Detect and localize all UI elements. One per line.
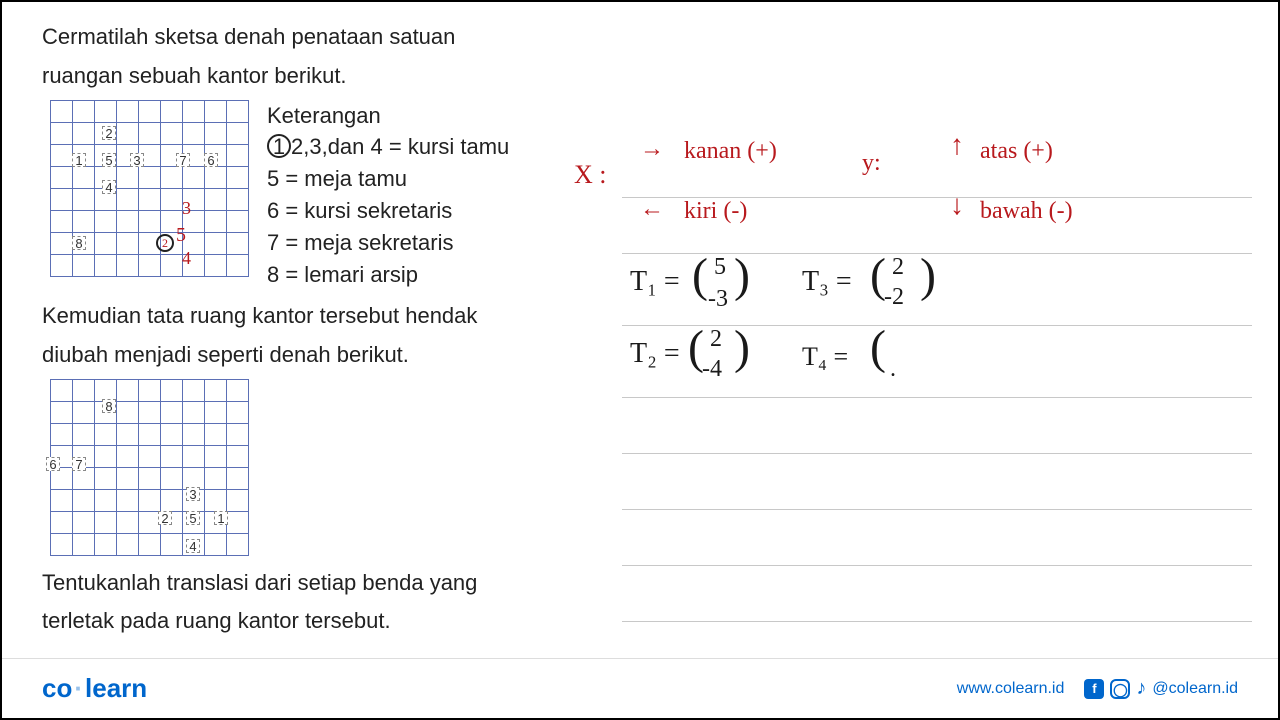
- footer-url[interactable]: www.colearn.id: [957, 680, 1065, 698]
- grid-label-8: 8: [72, 236, 86, 250]
- grid-label-3: 3: [130, 153, 144, 167]
- logo-learn: learn: [85, 673, 147, 703]
- paren-r-1: ): [734, 248, 750, 303]
- grid-label-1: 1: [72, 153, 86, 167]
- instagram-icon[interactable]: ◯: [1110, 679, 1130, 699]
- problem-end-2: terletak pada ruang kantor tersebut.: [42, 606, 582, 637]
- logo-co: co: [42, 673, 72, 703]
- hw-t1: T₁ =: [630, 266, 680, 298]
- grid-label-1: 1: [214, 511, 228, 525]
- hw-kiri: kiri (-): [684, 198, 747, 225]
- arrow-down-icon: ↓: [950, 190, 964, 222]
- grid-label-7: 7: [72, 457, 86, 471]
- hw-atas: atas (+): [980, 138, 1053, 165]
- paren-l-4: (: [870, 320, 886, 375]
- ket1: 2,3,dan 4 = kursi tamu: [291, 134, 509, 159]
- keterangan-title: Keterangan: [267, 100, 509, 132]
- grid-label-2: 2: [158, 511, 172, 525]
- hw-t2: T₂ =: [630, 338, 680, 370]
- grid-label-2: 2: [102, 126, 116, 140]
- facebook-icon[interactable]: f: [1084, 679, 1104, 699]
- problem-intro-1: Cermatilah sketsa denah penataan satuan: [42, 22, 582, 53]
- arrow-right-icon: →: [640, 136, 664, 163]
- hw-t3-top: 2: [892, 254, 904, 281]
- paren-r-2: ): [734, 320, 750, 375]
- grid-label-7: 7: [176, 153, 190, 167]
- hw-t1-top: 5: [714, 254, 726, 281]
- hw-t3: T₃ =: [802, 266, 852, 298]
- grid-label-5: 5: [102, 153, 116, 167]
- dot: .: [890, 356, 896, 383]
- ket4: 7 = meja sekretaris: [267, 227, 509, 259]
- ket3: 6 = kursi sekretaris: [267, 195, 509, 227]
- hw-bawah: bawah (-): [980, 198, 1073, 225]
- red-ann-3: 3: [182, 198, 191, 219]
- paren-l-1: (: [692, 248, 708, 303]
- grid-2: 86732514: [50, 379, 582, 556]
- red-circled-2: 2: [156, 234, 174, 252]
- grid-label-6: 6: [204, 153, 218, 167]
- hw-t2-bot: -4: [702, 356, 722, 383]
- circled-1: 1: [267, 134, 291, 158]
- grid-1: 2 3 5 4 21537648: [50, 100, 249, 277]
- arrow-left-icon: ←: [640, 196, 664, 223]
- brand-logo: co·learn: [42, 673, 147, 704]
- hw-x-label: X :: [574, 160, 607, 190]
- keterangan-block: Keterangan 12,3,dan 4 = kursi tamu 5 = m…: [267, 100, 509, 291]
- red-ann-5: 5: [176, 224, 186, 247]
- red-ann-4: 4: [182, 248, 191, 269]
- social-icons: f ◯ ♪ @colearn.id: [1084, 677, 1238, 700]
- problem-mid-1: Kemudian tata ruang kantor tersebut hend…: [42, 301, 582, 332]
- problem-mid-2: diubah menjadi seperti denah berikut.: [42, 340, 582, 371]
- social-handle: @colearn.id: [1152, 680, 1238, 698]
- hw-kanan: kanan (+): [684, 138, 777, 165]
- ruled-notebook-area: → kanan (+) y: ↑ atas (+) ← kiri (-) ↓ b…: [622, 142, 1252, 622]
- grid-label-4: 4: [186, 539, 200, 553]
- arrow-up-icon: ↑: [950, 130, 964, 162]
- hw-y-label: y:: [862, 150, 881, 177]
- ket5: 8 = lemari arsip: [267, 259, 509, 291]
- problem-end-1: Tentukanlah translasi dari setiap benda …: [42, 568, 582, 599]
- grid-label-6: 6: [46, 457, 60, 471]
- grid-label-5: 5: [186, 511, 200, 525]
- tiktok-icon[interactable]: ♪: [1136, 677, 1146, 700]
- footer: co·learn www.colearn.id f ◯ ♪ @colearn.i…: [2, 658, 1278, 718]
- problem-intro-2: ruangan sebuah kantor berikut.: [42, 61, 582, 92]
- grid-label-4: 4: [102, 180, 116, 194]
- grid-label-8: 8: [102, 399, 116, 413]
- hw-t3-bot: -2: [884, 284, 904, 311]
- hw-t1-bot: -3: [708, 286, 728, 313]
- ket2: 5 = meja tamu: [267, 163, 509, 195]
- grid-label-3: 3: [186, 487, 200, 501]
- hw-t2-top: 2: [710, 326, 722, 353]
- hw-t4: T₄ =: [802, 342, 848, 372]
- paren-r-3: ): [920, 248, 936, 303]
